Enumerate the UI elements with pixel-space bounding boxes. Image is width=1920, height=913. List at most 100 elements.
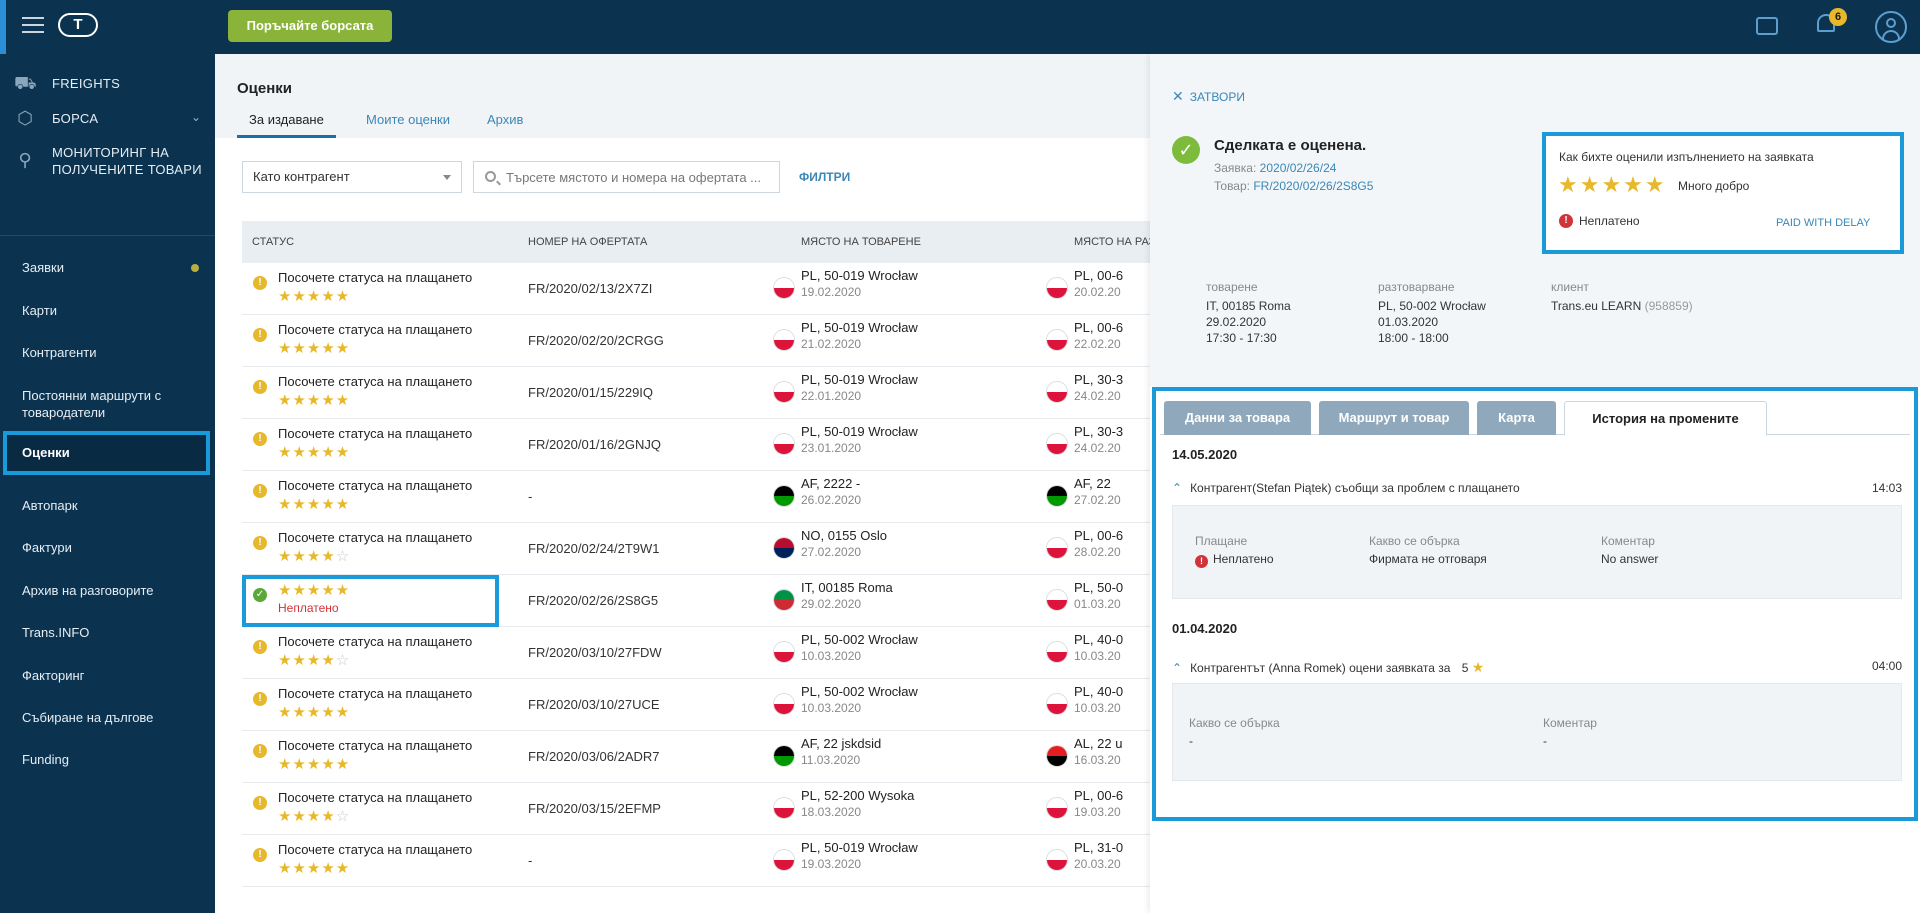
tab-to-issue[interactable]: За издаване xyxy=(237,112,336,138)
search-box xyxy=(473,161,780,193)
sidebar-item-funding[interactable]: Funding xyxy=(0,751,215,768)
loading-date: 29.02.2020 xyxy=(801,597,862,611)
table-row[interactable]: ! Посочете статуса на плащането ★★★★★ FR/20… xyxy=(242,679,1150,731)
unloading-place: PL, 31-0 xyxy=(1074,840,1124,855)
tab-my-ratings[interactable]: Моите оценки xyxy=(366,112,451,127)
table-row[interactable]: ! Посочете статуса на плащането ★★★★★ - AF, … xyxy=(242,471,1150,523)
table-row[interactable]: ! Посочете статуса на плащането ★★★★☆ FR/20… xyxy=(242,523,1150,575)
table-row[interactable]: ✓ ★★★★★ Неплатено FR/2020/02/26/2S8G5 IT, 00… xyxy=(242,575,1150,627)
role-select[interactable]: Като контрагент xyxy=(242,161,462,193)
rating-stars: ★★★★★ xyxy=(278,495,350,513)
history-entry[interactable]: ⌃ Контрагентът (Anna Romek) оцени заявкат… xyxy=(1172,659,1902,676)
table-row[interactable]: ! Посочете статуса на плащането ★★★★★ FR/20… xyxy=(242,315,1150,367)
sidebar-item-trans-info[interactable]: Trans.INFO xyxy=(0,624,215,641)
tab-change-history[interactable]: История на промените xyxy=(1564,401,1767,436)
rating-stars[interactable]: ★★★★★ xyxy=(1558,172,1667,197)
detail-label: Плащане xyxy=(1195,534,1248,548)
sidebar-item-maps[interactable]: Карти xyxy=(0,302,215,319)
trans-logo[interactable]: T xyxy=(58,13,98,37)
chevron-down-icon[interactable]: ⌄ xyxy=(190,110,201,124)
detail-value: Фирмата не отговаря xyxy=(1369,552,1487,566)
warning-icon: ! xyxy=(253,796,267,810)
chat-icon[interactable] xyxy=(1756,17,1778,35)
chevron-up-icon[interactable]: ⌃ xyxy=(1172,661,1183,675)
panel-summary: ✕ ЗАТВОРИ ✓ Сделката е оценена. Заявка: 2… xyxy=(1150,54,1920,387)
loading-place: PL, 52-200 Wysoka xyxy=(801,788,915,803)
panel-tabs-section: Данни за товара Маршрут и товар Карта Ис… xyxy=(1152,387,1918,821)
sidebar-item-label: МОНИТОРИНГ НА ПОЛУЧЕНИТЕ ТОВАРИ xyxy=(52,145,202,177)
unloading-date: 24.02.20 xyxy=(1074,389,1121,403)
sidebar-item-debt-collection[interactable]: Събиране на дългове xyxy=(0,709,215,726)
sidebar-item-label: Funding xyxy=(22,752,69,767)
history-entry[interactable]: ⌃ Контрагент(Stefan Piątek) съобщи за про… xyxy=(1172,481,1902,495)
column-header-loading[interactable]: МЯСТО НА ТОВАРЕНЕ xyxy=(801,236,921,248)
check-circle-icon: ✓ xyxy=(253,588,267,602)
table-row[interactable]: ! Посочете статуса на плащането ★★★★★ FR/20… xyxy=(242,263,1150,315)
payment-status-link[interactable]: Посочете статуса на плащането xyxy=(278,634,473,649)
notification-badge: 6 xyxy=(1829,8,1847,26)
history-entry-text: Контрагент(Stefan Piątek) съобщи за проб… xyxy=(1190,481,1520,495)
payment-status-link[interactable]: Посочете статуса на плащането xyxy=(278,842,473,857)
sidebar-item-factoring[interactable]: Факторинг xyxy=(0,667,215,684)
warning-icon: ! xyxy=(1195,555,1208,568)
payment-status-link[interactable]: Посочете статуса на плащането xyxy=(278,478,473,493)
user-avatar-icon[interactable] xyxy=(1875,11,1907,43)
cargo-label: Товар: xyxy=(1214,179,1250,193)
tab-map[interactable]: Карта xyxy=(1477,401,1556,435)
client-name[interactable]: Trans.eu LEARN xyxy=(1551,299,1642,313)
unloading-date: 20.03.20 xyxy=(1074,857,1121,871)
sidebar-item-label: Trans.INFO xyxy=(22,625,90,640)
tab-archive[interactable]: Архив xyxy=(487,112,524,127)
sidebar-item-monitoring[interactable]: ⚲ МОНИТОРИНГ НА ПОЛУЧЕНИТЕ ТОВАРИ xyxy=(0,143,215,183)
detail-comment: Коментар - xyxy=(1543,716,1597,748)
search-input[interactable] xyxy=(506,162,776,192)
payment-status-link[interactable]: Посочете статуса на плащането xyxy=(278,530,473,545)
rated-title: Сделката е оценена. xyxy=(1214,137,1367,154)
filters-button[interactable]: ФИЛТРИ xyxy=(799,170,851,184)
page-header: Оценки За издаване Моите оценки Архив xyxy=(215,54,1150,138)
payment-status-link[interactable]: Посочете статуса на плащането xyxy=(278,270,473,285)
payment-status-link[interactable]: Посочете статуса на плащането xyxy=(278,374,473,389)
payment-status-link[interactable]: Посочете статуса на плащането xyxy=(278,738,473,753)
cargo-link[interactable]: FR/2020/02/26/2S8G5 xyxy=(1253,179,1374,193)
table-row[interactable]: ! Посочете статуса на плащането ★★★★★ FR/20… xyxy=(242,419,1150,471)
sidebar-item-exchange[interactable]: ⬡ БОРСА ⌄ xyxy=(0,107,215,131)
sidebar-item-fleet[interactable]: Автопарк xyxy=(0,497,215,514)
unloading-place: PL, 50-002 Wrocław xyxy=(1378,299,1486,313)
chevron-up-icon[interactable]: ⌃ xyxy=(1172,481,1183,495)
sidebar-item-invoices[interactable]: Фактури xyxy=(0,539,215,556)
hamburger-menu-icon[interactable] xyxy=(22,17,44,35)
payment-status-link[interactable]: Посочете статуса на плащането xyxy=(278,790,473,805)
flag-icon xyxy=(773,849,795,871)
flag-icon xyxy=(1046,329,1068,351)
table-row[interactable]: ! Посочете статуса на плащането ★★★★★ FR/20… xyxy=(242,731,1150,783)
detail-value: - xyxy=(1543,734,1547,748)
table-row[interactable]: ! Посочете статуса на плащането ★★★★★ FR/20… xyxy=(242,367,1150,419)
order-link[interactable]: 2020/02/26/24 xyxy=(1259,161,1337,175)
sidebar-item-contractors[interactable]: Контрагенти xyxy=(0,344,215,361)
order-exchange-button[interactable]: Поръчайте борсата xyxy=(228,10,392,42)
close-button[interactable]: ✕ ЗАТВОРИ xyxy=(1172,88,1245,105)
tab-route-cargo[interactable]: Маршрут и товар xyxy=(1319,401,1469,435)
column-header-offer[interactable]: НОМЕР НА ОФЕРТАТА xyxy=(528,236,648,248)
sidebar-item-orders[interactable]: Заявки xyxy=(0,259,215,276)
sidebar-item-permanent-routes[interactable]: Постоянни маршрути с товародатели xyxy=(0,387,200,421)
rating-stars: ★★★★★ xyxy=(278,443,350,461)
paid-with-delay-link[interactable]: PAID WITH DELAY xyxy=(1776,217,1871,229)
column-header-status[interactable]: СТАТУС xyxy=(252,236,295,248)
table-row[interactable]: ! Посочете статуса на плащането ★★★★☆ FR/20… xyxy=(242,783,1150,835)
loading-date: 23.01.2020 xyxy=(801,441,862,455)
tab-cargo-data[interactable]: Данни за товара xyxy=(1164,401,1311,435)
payment-status-link[interactable]: Посочете статуса на плащането xyxy=(278,686,473,701)
offer-number: FR/2020/02/20/2CRGG xyxy=(528,333,664,348)
sidebar-item-freights[interactable]: ⛟ FREIGHTS xyxy=(0,72,215,96)
rating-stars: ★★★★☆ xyxy=(278,651,350,669)
sidebar-item-chat-archive[interactable]: Архив на разговорите xyxy=(0,582,215,599)
sidebar-item-ratings[interactable]: Оценки xyxy=(3,431,210,475)
table-row[interactable]: ! Посочете статуса на плащането ★★★★☆ FR/20… xyxy=(242,627,1150,679)
table-row[interactable]: ! Посочете статуса на плащането ★★★★★ - PL, … xyxy=(242,835,1150,887)
payment-status-link[interactable]: Посочете статуса на плащането xyxy=(278,426,473,441)
payment-status-link[interactable]: Посочете статуса на плащането xyxy=(278,322,473,337)
unloading-date: 27.02.20 xyxy=(1074,493,1121,507)
column-header-unloading[interactable]: МЯСТО НА РАЗТ xyxy=(1074,236,1162,248)
